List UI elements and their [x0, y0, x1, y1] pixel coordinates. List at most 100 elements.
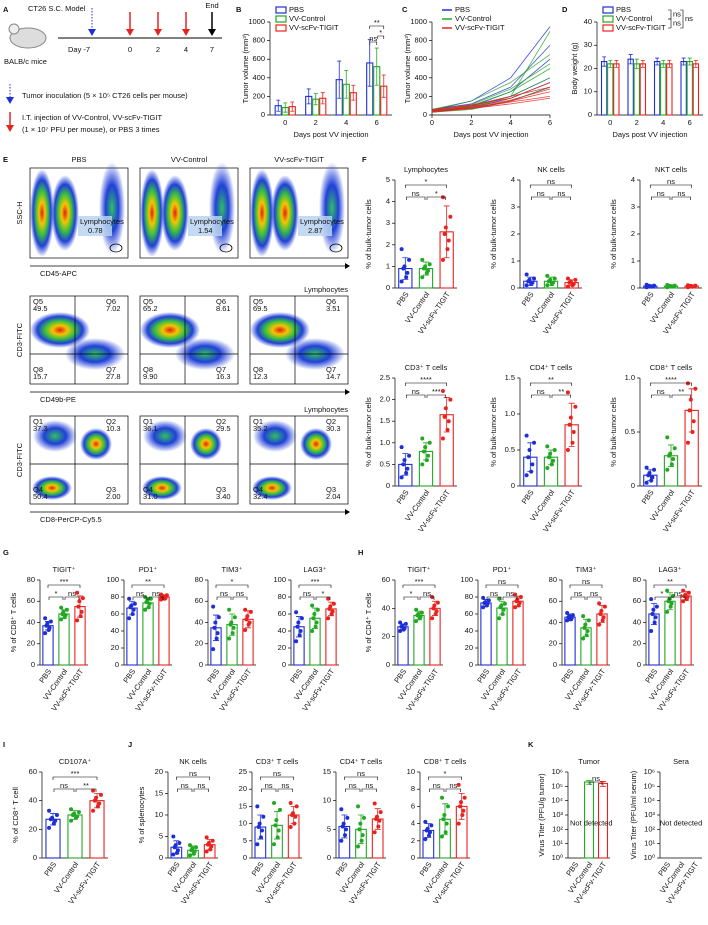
- y-tick-label: 20: [633, 639, 641, 648]
- sig-bracket: [589, 781, 603, 785]
- bar: [666, 63, 673, 116]
- data-point: [586, 618, 591, 623]
- gate-box: [78, 216, 112, 236]
- sig-bracket: [531, 394, 551, 398]
- y-axis-label: % of bulk-tumor cells: [609, 199, 618, 269]
- data-point: [599, 608, 604, 613]
- y-tick-label: 80: [633, 575, 641, 584]
- data-point: [461, 808, 466, 813]
- data-point: [356, 804, 360, 809]
- data-point: [402, 458, 407, 463]
- data-point: [75, 590, 80, 595]
- error-bar: [614, 59, 619, 68]
- x-tick-label: 6: [548, 118, 552, 127]
- chart-title: NK cells: [179, 757, 207, 766]
- y-tick-label: 20: [382, 632, 390, 641]
- data-point: [442, 232, 447, 236]
- sig-label: ***: [432, 387, 441, 396]
- x-tick-label: PBS: [395, 290, 411, 307]
- y-tick-label: 40: [549, 617, 557, 626]
- density: [271, 175, 299, 251]
- data-point: [524, 473, 529, 478]
- sig-bracket: [670, 596, 686, 600]
- error-bar: [681, 57, 686, 66]
- y-tick-label: 10³: [552, 810, 563, 819]
- y-axis-label: % of CD4⁺ T cells: [364, 592, 373, 652]
- sig-bracket: [654, 596, 670, 600]
- legend-text: (1 × 10⁷ PFU per mouse), or PBS 3 times: [22, 125, 160, 134]
- sig-bracket: [530, 382, 572, 386]
- data-point: [291, 811, 295, 816]
- data-point: [311, 616, 316, 621]
- data-point: [444, 821, 449, 826]
- chart-title: CD3⁺ T cells: [256, 757, 299, 766]
- quadrant-name: Q1: [253, 417, 263, 426]
- data-point: [330, 609, 335, 614]
- data-point: [681, 599, 686, 604]
- data-point: [565, 610, 570, 615]
- quadrant-value: 65.2: [143, 304, 158, 313]
- column-header: VV-Control: [171, 155, 208, 164]
- data-point: [448, 397, 453, 402]
- data-point: [446, 419, 451, 424]
- quadrant-name: Q6: [326, 297, 336, 306]
- data-point: [545, 444, 550, 449]
- error-bar: [655, 57, 660, 66]
- sig-bracket: [361, 788, 377, 792]
- data-point: [687, 408, 692, 413]
- sig-label: ns: [574, 589, 582, 598]
- data-point: [357, 827, 362, 832]
- x-tick-label: PBS: [640, 488, 656, 505]
- flow-y-label: CD3-FITC: [15, 442, 24, 477]
- sig-label: ns: [674, 589, 682, 598]
- sig-label: ns: [220, 589, 228, 598]
- sig-bracket: [53, 788, 75, 792]
- data-point: [400, 623, 405, 628]
- quadrant-value: 15.7: [33, 372, 48, 381]
- data-point: [665, 609, 670, 614]
- sig-bracket: [47, 584, 81, 588]
- flow-x-label: CD45-APC: [40, 269, 78, 278]
- bar: [627, 58, 634, 116]
- sig-bracket: [75, 788, 97, 792]
- error-bar: [693, 59, 698, 68]
- y-tick-label: 4: [411, 819, 415, 828]
- data-point: [294, 639, 299, 644]
- y-tick-label: 80: [27, 575, 35, 584]
- data-point: [399, 247, 404, 252]
- data-point: [214, 636, 219, 641]
- error-bar: [290, 101, 295, 112]
- data-point: [443, 225, 448, 230]
- data-point: [517, 600, 522, 605]
- data-point: [424, 458, 429, 463]
- y-tick-label: 200: [414, 91, 427, 100]
- y-axis-label: % of splenocytes: [137, 786, 146, 843]
- y-tick-label: 10¹: [644, 839, 655, 848]
- data-point: [427, 262, 432, 267]
- sig-label: ns: [136, 589, 144, 598]
- data-point: [426, 268, 431, 273]
- data-point: [497, 596, 502, 601]
- data-point: [177, 840, 182, 845]
- data-point: [313, 624, 318, 629]
- data-point: [91, 808, 96, 813]
- data-point: [245, 614, 250, 619]
- data-point: [288, 800, 293, 805]
- data-point: [211, 604, 216, 609]
- x-tick-label: 0: [430, 118, 434, 127]
- data-point: [276, 828, 281, 833]
- data-point: [188, 843, 192, 848]
- x-tick-label: 6: [688, 118, 692, 127]
- data-point: [399, 445, 404, 450]
- data-point: [441, 817, 446, 822]
- data-point: [691, 419, 696, 424]
- y-tick-label: 2: [411, 836, 415, 845]
- data-point: [78, 614, 83, 619]
- y-tick-label: 40: [195, 617, 203, 626]
- data-point: [229, 620, 234, 625]
- data-point: [654, 604, 659, 609]
- data-point: [502, 601, 507, 606]
- day-tick-label: 2: [156, 45, 160, 54]
- panel-label: J: [128, 740, 132, 749]
- error-bar: [661, 59, 666, 68]
